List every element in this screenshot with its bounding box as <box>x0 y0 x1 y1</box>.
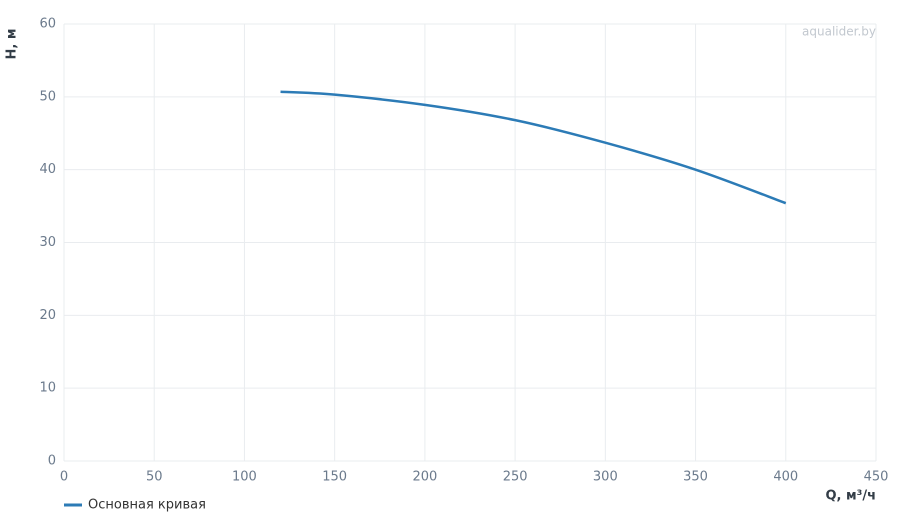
legend-label: Основная кривая <box>88 498 206 513</box>
y-tick-label: 30 <box>39 235 56 250</box>
x-tick-label: 100 <box>232 470 257 485</box>
x-tick-label: 400 <box>773 470 798 485</box>
x-axis-title: Q, м³/ч <box>825 489 876 504</box>
y-tick-label: 20 <box>39 308 56 323</box>
y-tick-label: 50 <box>39 89 56 104</box>
watermark: aqualider.by <box>802 25 876 39</box>
series-line <box>280 90 787 205</box>
x-tick-label: 350 <box>683 470 708 485</box>
x-tick-label: 200 <box>412 470 437 485</box>
x-tick-label: 450 <box>864 470 889 485</box>
y-tick-label: 10 <box>39 381 56 396</box>
x-tick-label: 300 <box>593 470 618 485</box>
y-tick-label: 40 <box>39 162 56 177</box>
x-tick-label: 50 <box>146 470 163 485</box>
y-tick-label: 0 <box>48 454 56 469</box>
x-tick-label: 150 <box>322 470 347 485</box>
x-tick-label: 0 <box>60 470 68 485</box>
y-tick-label: 60 <box>39 17 56 32</box>
x-tick-label: 250 <box>503 470 528 485</box>
y-axis-title: H, м <box>5 29 20 60</box>
